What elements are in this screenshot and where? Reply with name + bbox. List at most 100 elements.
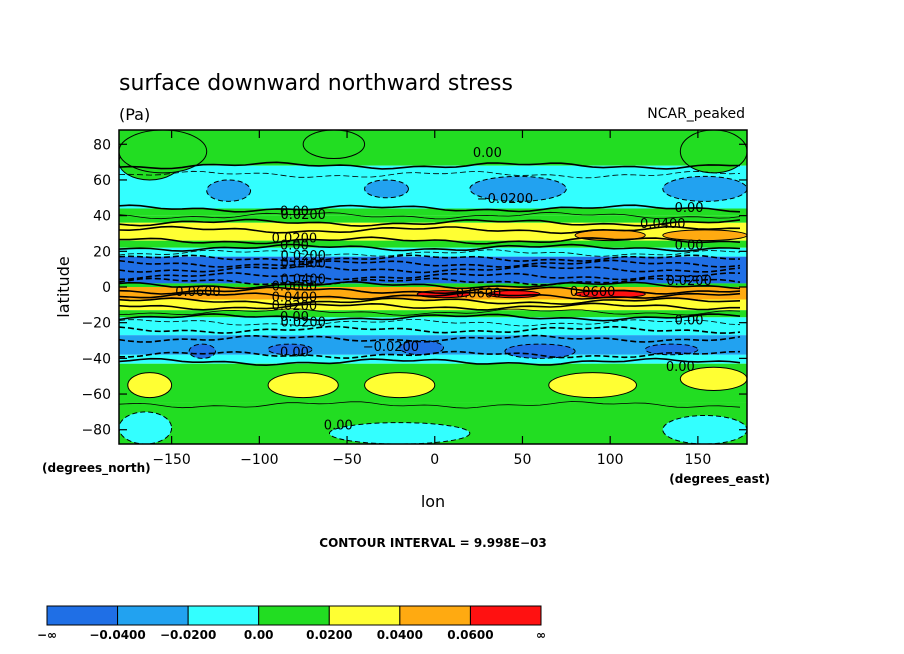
contour-label-12: 0.0600 [175, 285, 221, 300]
contour-label-25: 0.00 [324, 419, 353, 434]
y-axis-label: latitude [54, 256, 73, 317]
contour-line-12 [119, 280, 741, 290]
legend-label-2: −0.0200 [160, 628, 216, 642]
contour-patch-5 [662, 175, 747, 202]
contour-line-20 [119, 325, 741, 334]
plot-area: 0.00−0.02000.000.04000.000.000.02000.020… [119, 130, 747, 444]
y-tick-label-5: −20 [81, 316, 111, 332]
contour-patch-22 [679, 366, 747, 391]
contour-patch-6 [119, 130, 208, 174]
contour-label-5: 0.00 [280, 205, 309, 220]
y-tick-label-7: −60 [81, 387, 111, 403]
contour-band-5 [119, 240, 747, 248]
contour-band-11 [119, 310, 747, 318]
contour-label-21: 0.00 [675, 313, 704, 328]
contour-line-5 [119, 243, 741, 252]
contour-label-19: 0.0600 [570, 285, 616, 300]
contour-label-6: 0.0200 [280, 208, 326, 223]
contour-line-25 [119, 161, 741, 170]
contour-line-19 [119, 318, 741, 327]
contour-band-0 [119, 130, 747, 166]
contour-label-8: 0.00 [280, 239, 309, 254]
contour-line-17 [119, 308, 741, 316]
x-tick-label-3: 0 [430, 452, 439, 468]
color-legend: −∞ −0.0400 −0.0200 0.00 0.0200 0.0400 0.0600 ∞ [37, 605, 546, 642]
x-tick-label-0: −150 [152, 452, 190, 468]
dataset-label: NCAR_peaked [647, 106, 745, 122]
contour-patch-9 [267, 343, 313, 356]
contour-patch-18 [127, 372, 173, 399]
contour-patch-21 [548, 372, 637, 399]
legend-swatch-0 [46, 605, 119, 626]
contour-line-22 [119, 350, 741, 359]
contour-label-11: 0.0400 [280, 272, 326, 287]
contour-patch-11 [504, 343, 576, 359]
x-tick-label-5: 100 [597, 452, 624, 468]
legend-swatch-2 [187, 605, 260, 626]
y-axis-unit: (degrees_north) [42, 461, 151, 476]
contour-line-1 [119, 211, 741, 220]
contour-label-2: 0.00 [675, 201, 704, 216]
y-tick-label-6: −40 [81, 351, 111, 367]
contour-label-24: 0.00 [666, 360, 695, 375]
contour-band-2 [119, 208, 747, 216]
contour-line-3 [119, 225, 741, 235]
y-tick-label-0: 80 [93, 137, 111, 153]
y-tick-label-1: 60 [93, 173, 111, 189]
contour-patch-23 [119, 411, 173, 444]
contour-line-21 [119, 334, 741, 343]
x-tick-label-1: −100 [240, 452, 278, 468]
contour-line-18 [119, 313, 741, 322]
chart-title: surface downward northward stress [119, 71, 513, 96]
contour-label-18: 0.0600 [456, 287, 502, 302]
contour-band-10 [119, 299, 747, 311]
contour-line-23 [119, 357, 741, 367]
y-tick-label-4: 0 [102, 280, 111, 296]
contour-line-0 [119, 204, 741, 213]
contour-label-1: −0.0200 [477, 192, 533, 207]
contour-line-2 [119, 218, 741, 227]
contour-interval: CONTOUR INTERVAL = 9.998E−03 [319, 536, 546, 550]
axes: −150 −100 −50 0 50 100 150 80 60 40 20 0 −20 −40 −60 −8… [81, 130, 747, 468]
legend-swatch-3 [258, 605, 330, 626]
contour-label-15: 0.0200 [272, 299, 318, 314]
legend-label-3: 0.00 [244, 628, 274, 642]
contour-patch-2 [206, 179, 252, 202]
contour-label-4: 0.00 [675, 239, 704, 254]
contour-band-3 [119, 215, 747, 223]
contour-label-23: 0.00 [280, 346, 309, 361]
contour-line-24 [119, 401, 741, 409]
y-tick-label-3: 20 [93, 244, 111, 260]
contour-patch-0 [302, 130, 366, 160]
legend-swatch-1 [117, 605, 189, 626]
contour-line-7 [119, 254, 741, 263]
contour-label-22: −0.0200 [363, 340, 419, 355]
x-axis-unit: (degrees_east) [669, 472, 770, 487]
contour-line-11 [119, 277, 741, 286]
y-tick-label-2: 40 [93, 209, 111, 225]
x-axis-label: lon [421, 492, 445, 511]
contour-patch-20 [364, 372, 436, 399]
contour-label-13: 0.0600 [272, 280, 318, 295]
contour-label-10: 0.0400 [280, 256, 326, 271]
x-tick-label-6: 150 [685, 452, 712, 468]
legend-swatch-5 [399, 605, 471, 626]
contour-patch-8 [188, 343, 216, 359]
contour-line-16 [119, 302, 740, 311]
contour-label-16: 0.00 [280, 310, 309, 325]
legend-label-6: 0.0600 [447, 628, 493, 642]
legend-label-4: 0.0200 [306, 628, 352, 642]
contour-line-15 [119, 297, 741, 306]
contour-line-9 [119, 265, 741, 274]
legend-swatch-4 [328, 605, 401, 626]
contour-patch-3 [364, 179, 409, 199]
contour-label-20: 0.0200 [666, 274, 712, 289]
contour-line-26 [119, 170, 741, 179]
units-label: (Pa) [119, 105, 150, 124]
contour-patch-12 [644, 343, 699, 356]
contour-label-9: 0.0200 [280, 249, 326, 264]
contour-label-0: 0.00 [473, 146, 502, 161]
contour-line-10 [119, 272, 741, 281]
legend-label-0: −∞ [37, 628, 57, 642]
legend-label-1: −0.0400 [89, 628, 145, 642]
